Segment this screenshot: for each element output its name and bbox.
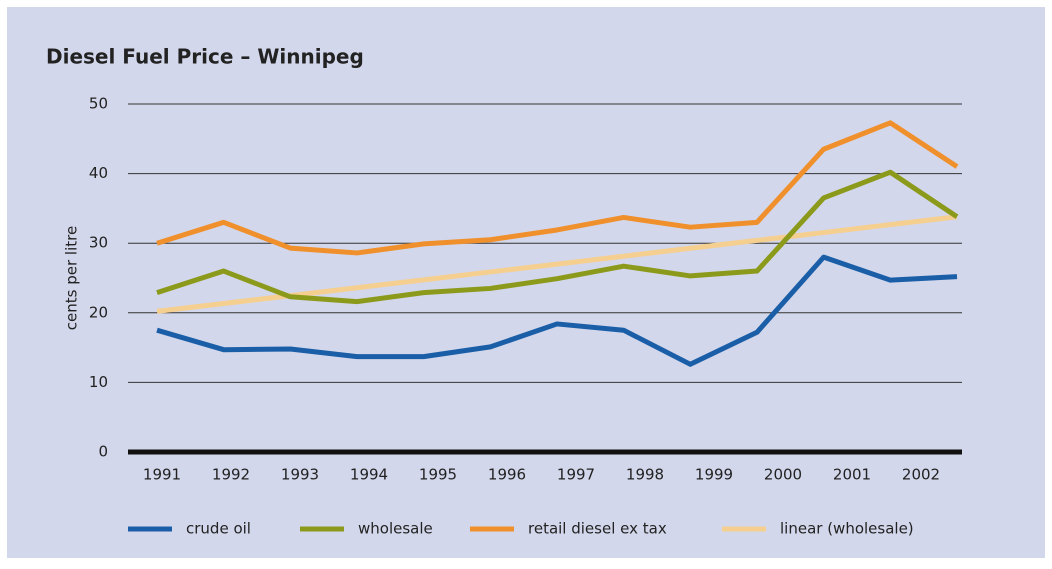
- legend-label: linear (wholesale): [780, 520, 914, 538]
- y-tick-label: 30: [89, 234, 108, 252]
- y-tick-label: 20: [89, 303, 108, 321]
- line-series: [156, 120, 959, 256]
- legend-label: wholesale: [358, 520, 433, 538]
- x-tick-label: 1992: [212, 466, 250, 484]
- line-series: [156, 254, 958, 367]
- x-tick-label: 1998: [626, 466, 664, 484]
- x-tick-label: 2001: [833, 466, 871, 484]
- y-axis-label: cents per litre: [63, 226, 81, 330]
- x-tick-label: 1993: [281, 466, 319, 484]
- x-tick-label: 1995: [419, 466, 457, 484]
- x-tick-label: 1999: [695, 466, 733, 484]
- y-tick-label: 10: [89, 373, 108, 391]
- y-tick-label: 50: [89, 95, 108, 113]
- x-tick-label: 1997: [557, 466, 595, 484]
- legend-label: retail diesel ex tax: [528, 520, 667, 538]
- chart-title: Diesel Fuel Price – Winnipeg: [46, 45, 364, 69]
- x-tick-label: 1991: [143, 466, 181, 484]
- legend-label: crude oil: [186, 520, 251, 538]
- x-tick-label: 1994: [350, 466, 388, 484]
- x-tick-label: 1996: [488, 466, 526, 484]
- y-tick-label: 0: [98, 443, 108, 461]
- line-series: [156, 169, 959, 305]
- x-tick-label: 2000: [764, 466, 802, 484]
- x-tick-label: 2002: [902, 466, 940, 484]
- y-tick-label: 40: [89, 164, 108, 182]
